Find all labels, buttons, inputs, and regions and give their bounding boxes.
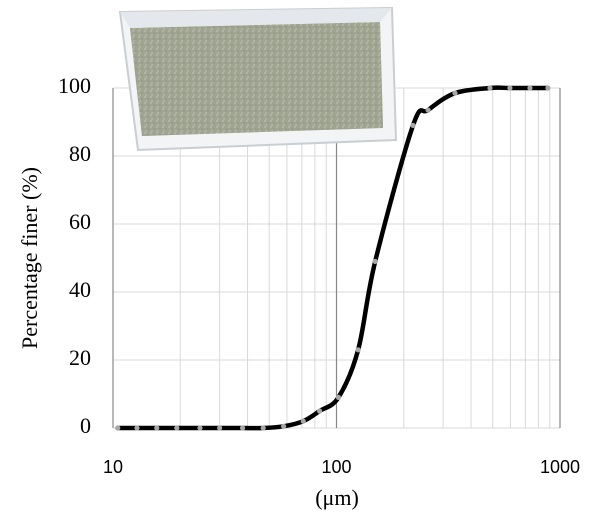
data-point bbox=[355, 347, 361, 353]
data-point bbox=[335, 394, 342, 400]
plot bbox=[115, 85, 551, 431]
data-point bbox=[260, 425, 266, 431]
x-tick-label: 100 bbox=[321, 457, 351, 477]
data-point bbox=[425, 107, 431, 113]
data-point bbox=[410, 122, 416, 128]
y-axis-label: Percentage finer (%) bbox=[17, 167, 42, 349]
data-point bbox=[545, 85, 551, 91]
data-point bbox=[316, 408, 323, 414]
data-point bbox=[372, 258, 378, 264]
data-point bbox=[281, 423, 287, 429]
data-point bbox=[452, 90, 458, 96]
x-tick-label: 10 bbox=[103, 457, 123, 477]
data-point bbox=[239, 425, 246, 431]
y-tick-label: 40 bbox=[69, 277, 91, 302]
y-tick-label: 60 bbox=[69, 209, 91, 234]
data-point bbox=[197, 425, 203, 431]
y-tick-label: 100 bbox=[58, 73, 91, 98]
data-point bbox=[300, 418, 306, 424]
data-line bbox=[117, 85, 548, 431]
y-tick-label: 0 bbox=[80, 413, 91, 438]
data-point bbox=[217, 425, 223, 431]
data-point bbox=[174, 425, 180, 431]
data-point bbox=[115, 425, 121, 431]
x-tick-label: 1000 bbox=[540, 457, 580, 477]
data-point bbox=[134, 425, 140, 431]
y-tick-label: 20 bbox=[69, 345, 91, 370]
data-point bbox=[154, 425, 160, 431]
sand-photo bbox=[118, 6, 398, 152]
y-tick-label: 80 bbox=[69, 141, 91, 166]
grid: 0 20 40 60 80 100 10 100 1000 bbox=[58, 73, 580, 477]
data-point bbox=[487, 85, 493, 91]
data-point bbox=[527, 85, 533, 91]
data-point bbox=[507, 85, 513, 91]
x-axis-label: (μm) bbox=[315, 485, 359, 510]
